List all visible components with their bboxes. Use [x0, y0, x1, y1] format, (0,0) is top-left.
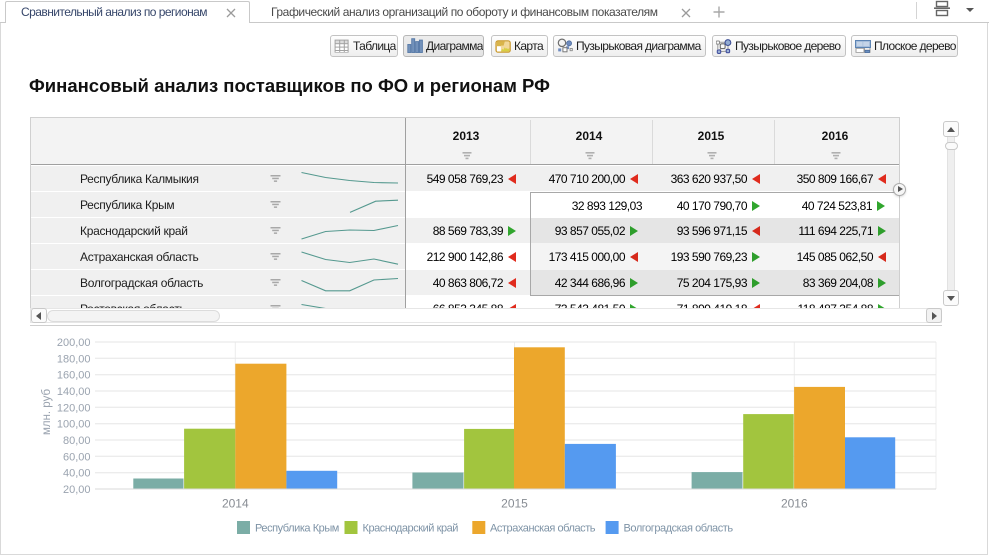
svg-text:180,00: 180,00 [57, 353, 91, 365]
svg-text:120,00: 120,00 [57, 402, 91, 414]
svg-text:60,00: 60,00 [63, 451, 91, 463]
svg-text:млн. руб: млн. руб [41, 389, 53, 436]
svg-text:40,00: 40,00 [63, 468, 91, 480]
svg-text:20,00: 20,00 [63, 484, 91, 496]
svg-text:100,00: 100,00 [57, 419, 91, 431]
svg-text:Волгоградская область: Волгоградская область [624, 523, 734, 535]
svg-text:2016: 2016 [781, 497, 808, 511]
svg-text:140,00: 140,00 [57, 386, 91, 398]
svg-text:Астраханская область: Астраханская область [490, 523, 596, 535]
svg-text:160,00: 160,00 [57, 370, 91, 382]
svg-text:200,00: 200,00 [57, 337, 91, 349]
svg-text:Республика Крым: Республика Крым [255, 523, 339, 535]
svg-text:2015: 2015 [501, 497, 528, 511]
svg-text:2014: 2014 [222, 497, 249, 511]
svg-text:Краснодарский край: Краснодарский край [363, 523, 459, 535]
svg-text:80,00: 80,00 [63, 435, 91, 447]
